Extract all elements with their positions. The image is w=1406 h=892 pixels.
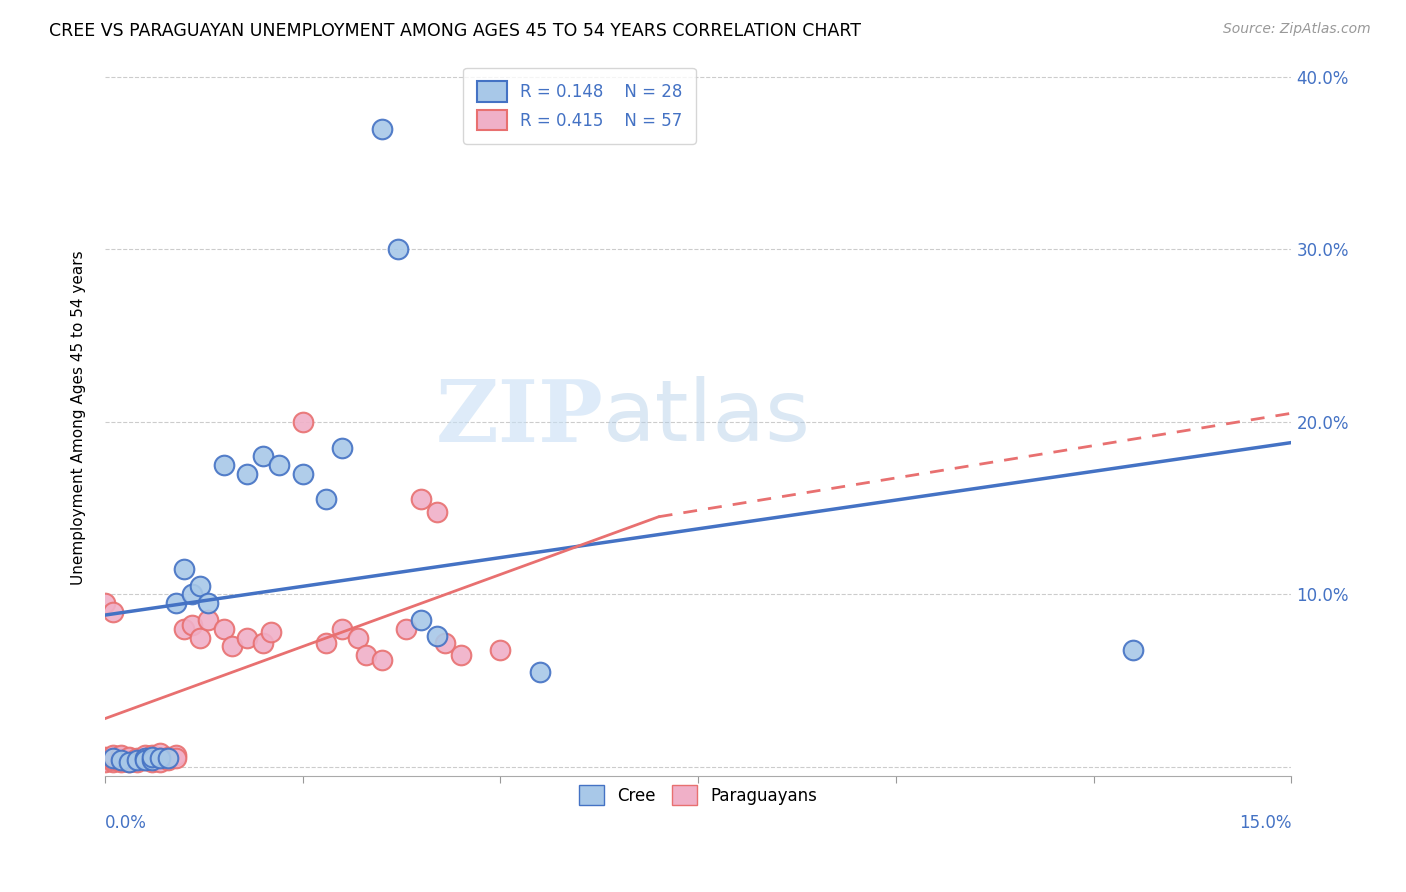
Point	[141, 755, 163, 769]
Point	[134, 747, 156, 762]
Point	[110, 747, 132, 762]
Point	[141, 753, 163, 767]
Point	[149, 751, 172, 765]
Point	[260, 625, 283, 640]
Point	[125, 753, 148, 767]
Point	[188, 579, 211, 593]
Point	[411, 492, 433, 507]
Point	[94, 749, 117, 764]
Point	[157, 749, 180, 764]
Point	[149, 746, 172, 760]
Point	[101, 605, 124, 619]
Text: 15.0%: 15.0%	[1239, 814, 1292, 832]
Text: atlas: atlas	[603, 376, 811, 459]
Text: CREE VS PARAGUAYAN UNEMPLOYMENT AMONG AGES 45 TO 54 YEARS CORRELATION CHART: CREE VS PARAGUAYAN UNEMPLOYMENT AMONG AG…	[49, 22, 862, 40]
Point	[110, 751, 132, 765]
Point	[125, 755, 148, 769]
Point	[149, 751, 172, 765]
Point	[197, 596, 219, 610]
Point	[411, 613, 433, 627]
Text: 0.0%: 0.0%	[105, 814, 146, 832]
Point	[165, 596, 187, 610]
Point	[101, 755, 124, 769]
Point	[149, 755, 172, 769]
Point	[118, 755, 141, 769]
Text: Source: ZipAtlas.com: Source: ZipAtlas.com	[1223, 22, 1371, 37]
Point	[267, 458, 290, 472]
Point	[101, 747, 124, 762]
Point	[315, 635, 337, 649]
Point	[1122, 642, 1144, 657]
Point	[252, 635, 274, 649]
Point	[181, 587, 204, 601]
Point	[236, 631, 259, 645]
Point	[134, 753, 156, 767]
Point	[489, 642, 512, 657]
Point	[157, 751, 180, 765]
Point	[94, 753, 117, 767]
Point	[394, 622, 416, 636]
Point	[165, 751, 187, 765]
Point	[94, 596, 117, 610]
Point	[101, 751, 124, 765]
Point	[330, 622, 353, 636]
Point	[165, 747, 187, 762]
Point	[252, 450, 274, 464]
Point	[173, 561, 195, 575]
Point	[291, 415, 314, 429]
Point	[141, 751, 163, 765]
Point	[134, 753, 156, 767]
Point	[371, 653, 394, 667]
Point	[291, 467, 314, 481]
Point	[387, 243, 409, 257]
Point	[118, 749, 141, 764]
Point	[94, 755, 117, 769]
Point	[212, 622, 235, 636]
Point	[101, 751, 124, 765]
Point	[110, 755, 132, 769]
Point	[434, 635, 457, 649]
Point	[134, 751, 156, 765]
Point	[330, 441, 353, 455]
Point	[188, 631, 211, 645]
Point	[125, 753, 148, 767]
Point	[354, 648, 377, 662]
Point	[426, 505, 449, 519]
Point	[94, 751, 117, 765]
Point	[110, 749, 132, 764]
Point	[236, 467, 259, 481]
Point	[371, 121, 394, 136]
Point	[347, 631, 370, 645]
Point	[101, 753, 124, 767]
Point	[141, 749, 163, 764]
Legend: Cree, Paraguayans: Cree, Paraguayans	[571, 777, 825, 814]
Point	[118, 751, 141, 765]
Point	[125, 751, 148, 765]
Point	[110, 753, 132, 767]
Point	[529, 665, 551, 679]
Point	[212, 458, 235, 472]
Point	[181, 618, 204, 632]
Point	[141, 747, 163, 762]
Point	[157, 753, 180, 767]
Point	[173, 622, 195, 636]
Text: ZIP: ZIP	[436, 376, 603, 459]
Y-axis label: Unemployment Among Ages 45 to 54 years: Unemployment Among Ages 45 to 54 years	[72, 251, 86, 585]
Point	[110, 753, 132, 767]
Point	[221, 639, 243, 653]
Point	[134, 751, 156, 765]
Point	[101, 749, 124, 764]
Point	[118, 753, 141, 767]
Point	[315, 492, 337, 507]
Point	[426, 629, 449, 643]
Point	[118, 755, 141, 769]
Point	[197, 613, 219, 627]
Point	[450, 648, 472, 662]
